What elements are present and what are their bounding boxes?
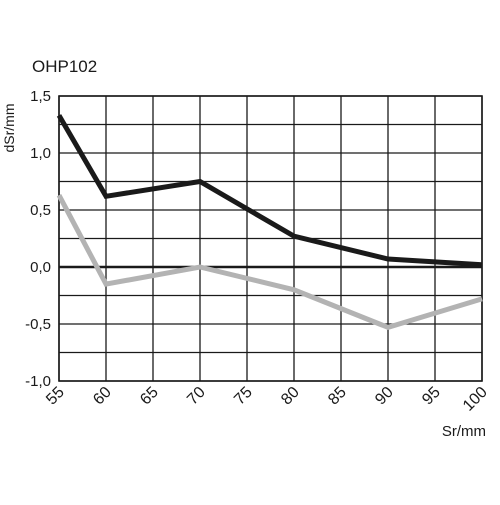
y-axis-label: dSr/mm [1, 104, 17, 153]
y-tick-labels: 1,5 1,0 0,5 0,0 -0,5 -1,0 [25, 88, 51, 390]
x-tick-label: 90 [372, 384, 397, 409]
x-tick-label: 100 [460, 384, 491, 415]
x-tick-label: 80 [278, 384, 303, 409]
series-group [56, 114, 483, 331]
x-tick-labels: 55 60 65 70 75 80 85 90 95 100 [43, 384, 491, 415]
grid [58, 95, 483, 382]
y-tick-label: -1,0 [25, 373, 51, 390]
chart-title: OHP102 [32, 57, 97, 76]
y-tick-label: 1,0 [30, 145, 51, 162]
y-tick-label: 0,0 [30, 259, 51, 276]
x-tick-label: 75 [231, 384, 256, 409]
x-axis-label: Sr/mm [442, 423, 486, 440]
y-tick-label: 1,5 [30, 88, 51, 105]
x-tick-label: 70 [184, 384, 209, 409]
series-line-2 [56, 194, 483, 331]
x-tick-label: 60 [90, 384, 115, 409]
y-tick-label: 0,5 [30, 202, 51, 219]
series-line-1 [56, 114, 483, 268]
x-tick-label: 85 [325, 384, 350, 409]
y-tick-label: -0,5 [25, 316, 51, 333]
x-tick-label: 65 [137, 384, 162, 409]
plot-frame [58, 95, 483, 382]
x-tick-label: 95 [419, 384, 444, 409]
